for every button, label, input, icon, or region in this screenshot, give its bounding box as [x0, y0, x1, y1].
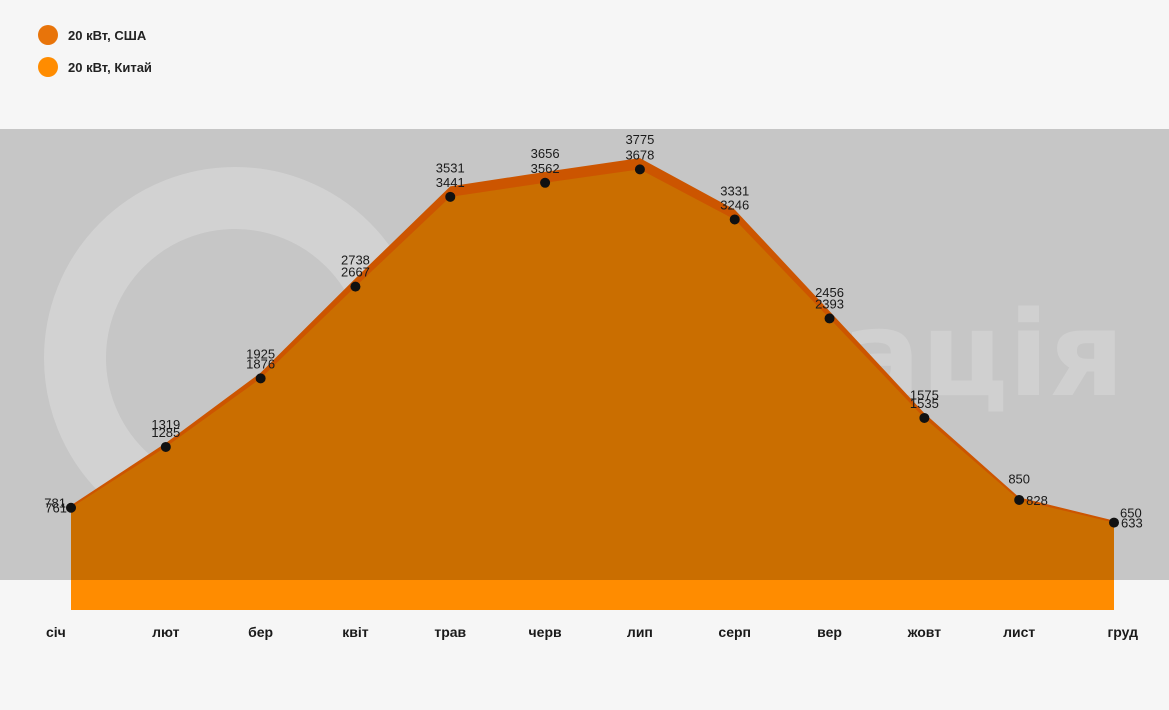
marker-series-1-0[interactable] [66, 502, 76, 513]
marker-series-1-6[interactable] [634, 164, 645, 175]
base-band [71, 580, 1114, 610]
x-tick-label-11: груд [1107, 624, 1138, 640]
value-label-series-1-7: 3246 [720, 197, 749, 212]
value-label-series-1-11: 633 [1121, 516, 1143, 531]
value-label-series-0-7: 3331 [720, 184, 749, 199]
value-label-series-1-4: 3441 [436, 175, 465, 190]
marker-series-1-8[interactable] [824, 313, 835, 324]
x-tick-label-8: вер [817, 624, 842, 640]
x-tick-label-2: бер [248, 624, 273, 640]
x-tick-label-6: лип [627, 624, 653, 640]
marker-series-1-2[interactable] [255, 373, 266, 384]
x-tick-label-0: січ [46, 624, 66, 640]
x-tick-label-1: лют [152, 624, 180, 640]
marker-series-1-10[interactable] [1014, 494, 1025, 505]
legend: 20 кВт, США 20 кВт, Китай [38, 24, 152, 88]
value-label-series-0-8: 2456 [815, 285, 844, 300]
series-layer [71, 158, 1114, 581]
marker-series-1-9[interactable] [919, 412, 930, 423]
x-tick-label-4: трав [434, 624, 466, 640]
value-label-series-0-5: 3656 [531, 146, 560, 161]
value-label-series-0-1: 1319 [151, 417, 180, 432]
value-label-series-0-10: 850 [1008, 471, 1030, 486]
markers-layer [66, 164, 1119, 528]
value-label-series-0-0: 781 [44, 495, 66, 510]
x-tick-label-7: серп [718, 624, 751, 640]
legend-item-usa[interactable]: 20 кВт, США [38, 24, 152, 46]
value-label-series-1-0: 761 [45, 501, 67, 516]
x-tick-label-9: жовт [907, 624, 942, 640]
value-label-series-0-2: 1925 [246, 347, 275, 362]
value-label-series-1-6: 3678 [625, 147, 654, 162]
value-label-series-1-1: 1285 [151, 425, 180, 440]
legend-label-usa: 20 кВт, США [68, 27, 147, 43]
legend-item-china[interactable]: 20 кВт, Китай [38, 56, 152, 78]
legend-swatch-china [38, 57, 58, 77]
marker-series-1-3[interactable] [350, 281, 361, 292]
value-label-series-0-9: 1575 [910, 387, 939, 402]
value-label-series-0-6: 3775 [625, 132, 654, 147]
value-label-series-1-2: 1876 [246, 356, 275, 371]
value-label-series-1-5: 3562 [531, 161, 560, 176]
marker-series-1-11[interactable] [1109, 517, 1119, 528]
x-tick-label-5: черв [529, 624, 562, 640]
x-tick-label-3: квіт [342, 624, 369, 640]
value-label-series-0-11: 650 [1120, 506, 1142, 521]
value-label-series-1-8: 2393 [815, 296, 844, 311]
x-axis: січ лют бер квіт трав черв лип серп вер жовт лист г… [46, 624, 1138, 640]
marker-series-1-7[interactable] [729, 214, 740, 225]
marker-series-1-5[interactable] [540, 177, 551, 188]
value-label-series-1-3: 2667 [341, 265, 370, 280]
legend-label-china: 20 кВт, Китай [68, 59, 152, 75]
value-label-series-0-3: 2738 [341, 252, 370, 267]
value-label-series-1-10: 828 [1026, 493, 1048, 508]
area-series-1 [71, 169, 1114, 581]
x-tick-label-10: лист [1003, 624, 1035, 640]
value-label-series-0-4: 3531 [436, 160, 465, 175]
legend-swatch-usa [38, 25, 58, 45]
marker-series-1-1[interactable] [160, 441, 171, 452]
marker-series-1-4[interactable] [445, 191, 456, 202]
value-label-series-1-9: 1535 [910, 396, 939, 411]
labels-layer: 781 1319 1925 2738 3531 3656 3775 3331 2456 1575 8… [44, 132, 1142, 530]
